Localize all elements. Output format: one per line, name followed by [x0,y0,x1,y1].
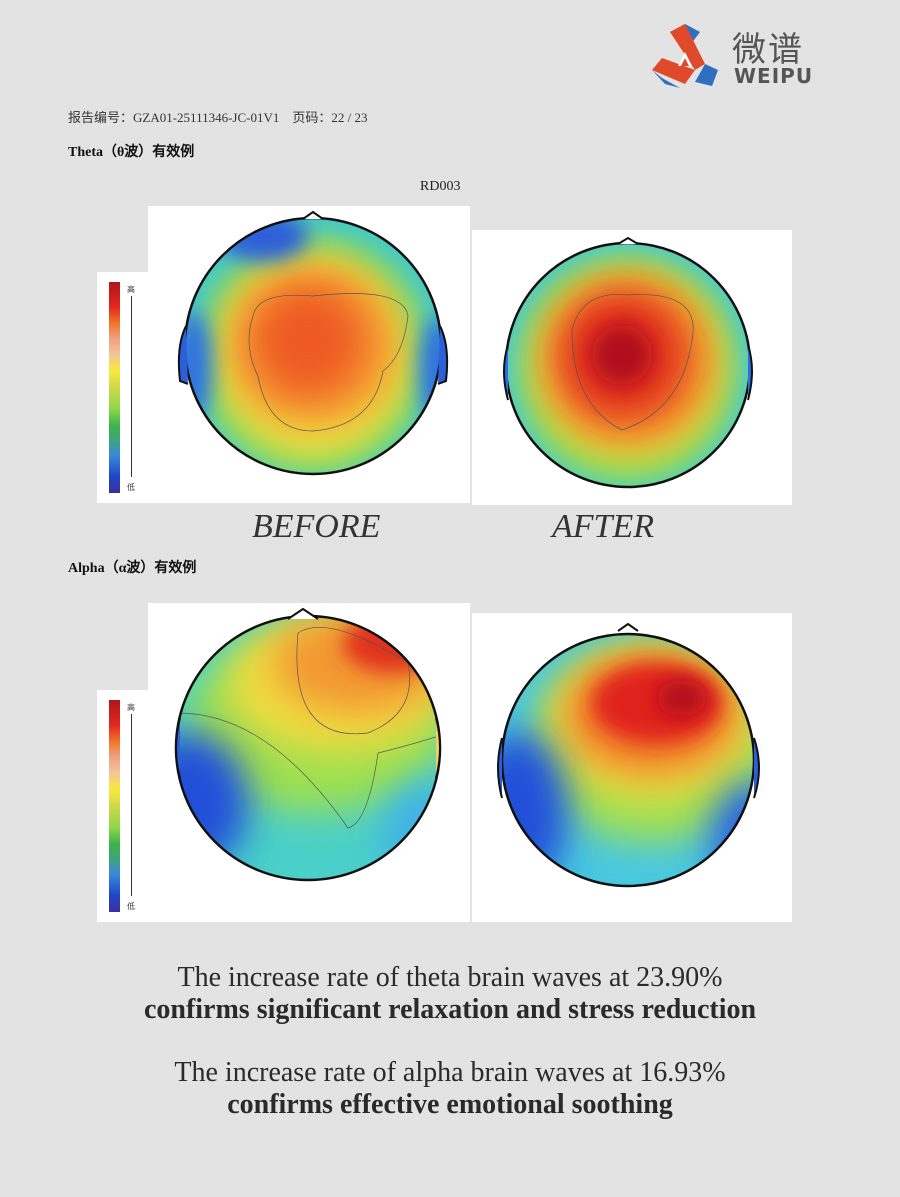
after-label: AFTER [552,508,654,545]
theta-caption-line2: confirms significant relaxation and stre… [143,994,757,1025]
colorbar-high: 高 [127,703,135,712]
alpha-caption-line1: The increase rate of alpha brain waves a… [174,1057,726,1088]
theta-caption: The increase rate of theta brain waves a… [0,962,900,1026]
logo-cn: 微谱 [732,30,804,70]
alpha-caption-line2: confirms effective emotional soothing [227,1089,673,1120]
alpha-before-topomap [148,603,470,922]
logo-mark-icon [652,24,718,88]
theta-section-title: Theta（θ波）有效例 [68,145,195,160]
alpha-section-title: Alpha（α波）有效例 [68,561,197,576]
colorbar-low: 低 [127,902,135,911]
theta-after-topomap [472,230,792,505]
logo-en: WEIPU [734,64,814,88]
theta-caption-line1: The increase rate of theta brain waves a… [177,962,723,993]
weipu-logo: 微谱 WEIPU [650,22,825,90]
report-number: 报告编号：GZA01-25111346-JC-01V1 页码：22 / 23 [68,110,368,125]
theta-colorbar: 高 低 [97,272,148,503]
alpha-colorbar: 高 低 [97,690,148,922]
before-label: BEFORE [252,508,381,545]
alpha-after-topomap [472,613,792,922]
colorbar-low: 低 [127,483,135,492]
subject-id: RD003 [420,179,461,194]
theta-before-topomap [148,206,470,503]
alpha-caption: The increase rate of alpha brain waves a… [0,1057,900,1121]
colorbar-high: 高 [127,285,135,294]
